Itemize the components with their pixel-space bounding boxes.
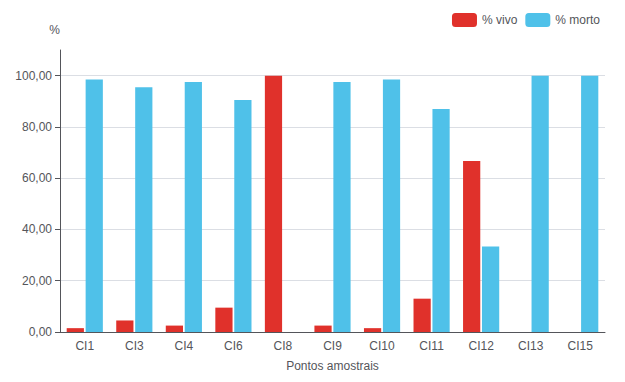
svg-text:CI3: CI3	[125, 339, 144, 353]
svg-text:60,00: 60,00	[22, 171, 52, 185]
svg-text:Pontos amostrais: Pontos amostrais	[286, 359, 379, 373]
svg-text:%: %	[49, 23, 60, 37]
svg-text:20,00: 20,00	[22, 274, 52, 288]
svg-text:CI1: CI1	[75, 339, 94, 353]
svg-text:CI13: CI13	[518, 339, 544, 353]
svg-text:CI9: CI9	[323, 339, 342, 353]
svg-text:CI12: CI12	[468, 339, 494, 353]
svg-text:CI10: CI10	[369, 339, 395, 353]
svg-text:CI11: CI11	[419, 339, 444, 353]
svg-text:% morto: % morto	[555, 13, 600, 27]
svg-text:CI15: CI15	[568, 339, 594, 353]
svg-text:CI6: CI6	[224, 339, 243, 353]
svg-text:0,00: 0,00	[29, 325, 53, 339]
svg-text:CI8: CI8	[274, 339, 293, 353]
svg-text:CI4: CI4	[175, 339, 194, 353]
svg-text:% vivo: % vivo	[482, 13, 518, 27]
svg-text:80,00: 80,00	[22, 120, 52, 134]
svg-text:100,00: 100,00	[15, 69, 52, 83]
svg-text:40,00: 40,00	[22, 222, 52, 236]
